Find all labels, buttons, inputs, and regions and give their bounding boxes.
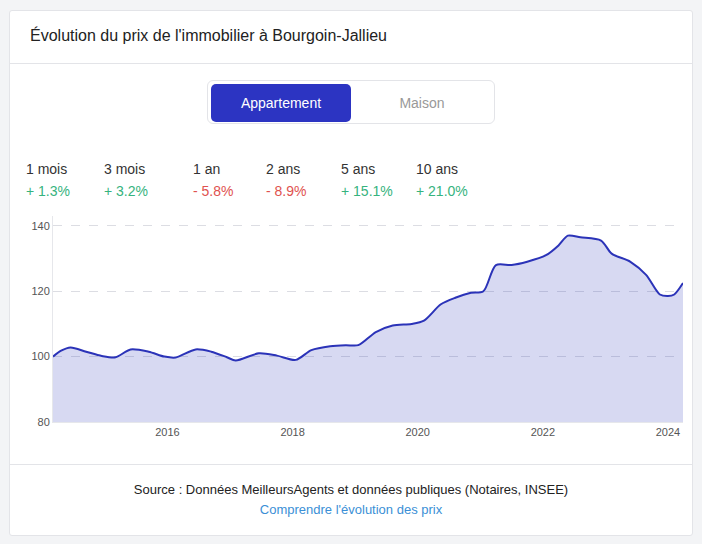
- svg-text:120: 120: [31, 285, 49, 297]
- svg-text:2022: 2022: [531, 426, 555, 438]
- html-text:3 mois: 3 mois: [104, 161, 146, 177]
- html-text:1 mois: 1 mois: [26, 161, 68, 177]
- svg-text:80: 80: [38, 416, 50, 428]
- html-text:Comprendre l'évolution des pri: Comprendre l'évolution des prix: [259, 502, 443, 517]
- html-text:+ 3.2%: + 3.2%: [104, 183, 148, 199]
- html-text:1 an: 1 an: [193, 161, 221, 177]
- html-text:+ 21.0%: + 21.0%: [416, 183, 468, 199]
- svg-text:140: 140: [31, 220, 49, 232]
- svg-text:2016: 2016: [155, 426, 179, 438]
- html-text:- 8.9%: - 8.9%: [266, 183, 307, 199]
- html-text:- 5.8%: - 5.8%: [193, 183, 234, 199]
- html-text:+ 1.3%: + 1.3%: [26, 183, 70, 199]
- html-text:+ 15.1%: + 15.1%: [341, 183, 393, 199]
- html-text:Maison: Maison: [399, 95, 445, 111]
- svg-text:100: 100: [31, 350, 49, 362]
- html-text:Appartement: Appartement: [240, 95, 322, 111]
- html-text:Évolution du prix de l'immobil: Évolution du prix de l'immobilier à Bour…: [30, 27, 387, 44]
- svg-text:2024: 2024: [656, 426, 680, 438]
- html-text:10 ans: 10 ans: [416, 161, 458, 177]
- html-text:Source : Données MeilleursAgen: Source : Données MeilleursAgents et donn…: [133, 482, 569, 497]
- svg-text:2020: 2020: [405, 426, 429, 438]
- html-text:2 ans: 2 ans: [266, 161, 301, 177]
- html-text:5 ans: 5 ans: [341, 161, 376, 177]
- svg-text:2018: 2018: [280, 426, 304, 438]
